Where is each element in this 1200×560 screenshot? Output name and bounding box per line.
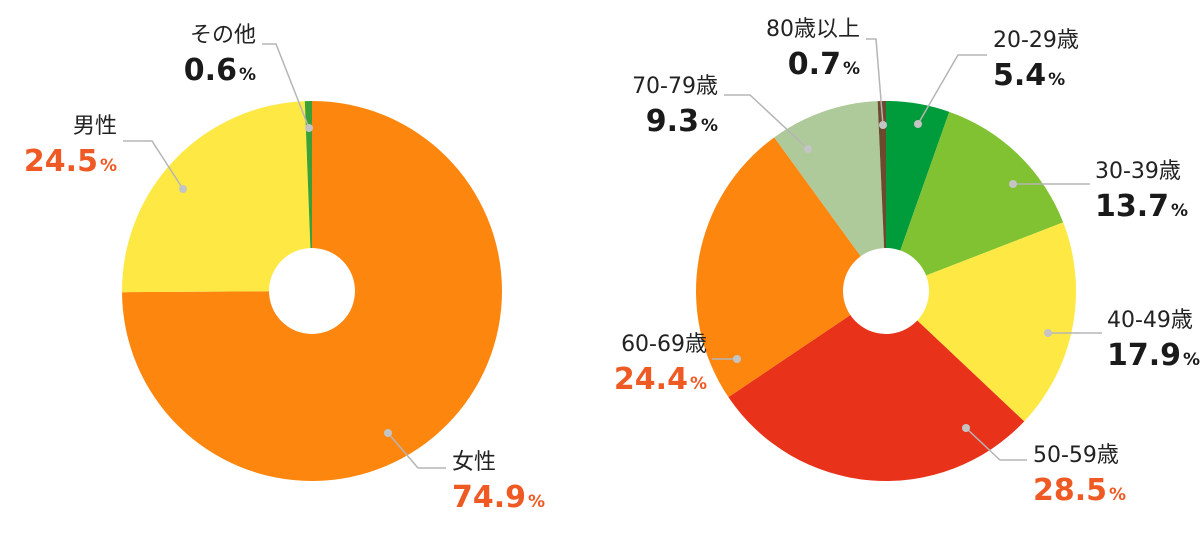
leader-dot-slice-1 bbox=[179, 185, 187, 193]
gender-donut-chart: 女性 74.9 % 男性 24.5 % その他 0.6% bbox=[24, 23, 545, 515]
pie-slice-20-29 bbox=[886, 101, 950, 291]
slice-value-70-79: 9.3% bbox=[646, 104, 718, 139]
leader-line-70-79 bbox=[724, 94, 809, 150]
leader-line-slice-0 bbox=[387, 432, 446, 469]
slice-value-slice-1: 24.5% bbox=[24, 144, 117, 179]
age-donut-chart: 20-29歳 5.4 % 30-39歳 13.7 % 40-49歳 17.9 % 50-59歳 28… bbox=[614, 17, 1200, 508]
leader-line-slice-2 bbox=[262, 43, 310, 129]
slice-label-50-59: 50-59歳 bbox=[1033, 443, 1119, 468]
donut-hole bbox=[269, 248, 355, 334]
leader-dot-30-39 bbox=[1009, 180, 1017, 188]
pie-slice-slice-1 bbox=[122, 101, 312, 293]
slice-label-slice-2: その他 bbox=[190, 23, 256, 48]
slice-value-number: 17.9 bbox=[1107, 338, 1181, 373]
slice-value-number: 5.4 bbox=[993, 58, 1046, 93]
slice-value-unit: % bbox=[1183, 350, 1200, 370]
slice-label-20-29: 20-29歳 bbox=[993, 28, 1079, 53]
leader-dot-60-69 bbox=[733, 355, 741, 363]
slice-value-20-29: 5.4% bbox=[993, 58, 1065, 93]
pie-slice-80 bbox=[877, 101, 886, 291]
slice-value-unit: % bbox=[701, 116, 718, 136]
leader-dot-70-79 bbox=[804, 145, 812, 153]
slice-value-unit: % bbox=[528, 492, 545, 512]
slice-value-number: 0.7 bbox=[788, 47, 841, 82]
leader-dot-20-29 bbox=[914, 120, 922, 128]
pie-slice-70-79 bbox=[774, 101, 886, 291]
slice-value-unit: % bbox=[1109, 485, 1126, 505]
slice-value-number: 9.3 bbox=[646, 104, 699, 139]
leader-dot-slice-0 bbox=[384, 429, 392, 437]
slice-value-30-39: 13.7% bbox=[1095, 189, 1188, 224]
slice-label-70-79: 70-79歳 bbox=[632, 74, 718, 99]
leader-dot-40-49 bbox=[1044, 329, 1052, 337]
slice-value-80: 0.7% bbox=[788, 47, 860, 82]
slice-value-unit: % bbox=[239, 65, 256, 85]
slice-value-number: 24.5 bbox=[24, 144, 98, 179]
slice-value-unit: % bbox=[1171, 201, 1188, 221]
pie-slice-40-49 bbox=[886, 222, 1076, 422]
leader-line-50-59 bbox=[965, 427, 1027, 461]
pie-slice-60-69 bbox=[696, 137, 886, 398]
slice-label-40-49: 40-49歳 bbox=[1107, 308, 1193, 333]
slice-label-slice-1: 男性 bbox=[73, 114, 117, 139]
slice-value-50-59: 28.5% bbox=[1033, 473, 1126, 508]
pie-slice-30-39 bbox=[886, 111, 1064, 291]
leader-dot-50-59 bbox=[962, 424, 970, 432]
slice-value-unit: % bbox=[690, 374, 707, 394]
leader-line-20-29 bbox=[917, 54, 987, 125]
slice-value-unit: % bbox=[100, 156, 117, 176]
slice-value-60-69: 24.4% bbox=[614, 362, 707, 397]
leader-line-slice-1 bbox=[123, 140, 184, 190]
slice-label-30-39: 30-39歳 bbox=[1095, 159, 1181, 184]
pie-slice-50-59 bbox=[728, 291, 1025, 481]
donut-hole bbox=[843, 248, 929, 334]
slice-label-slice-0: 女性 bbox=[452, 450, 496, 475]
slice-value-unit: % bbox=[1048, 70, 1065, 90]
slice-value-slice-0: 74.9% bbox=[452, 480, 545, 515]
slice-label-80: 80歳以上 bbox=[766, 17, 860, 42]
slice-value-number: 74.9 bbox=[452, 480, 526, 515]
leader-line-80 bbox=[866, 38, 884, 126]
pie-slice-slice-2 bbox=[304, 101, 312, 291]
slice-value-unit: % bbox=[843, 59, 860, 79]
slice-value-number: 28.5 bbox=[1033, 473, 1107, 508]
slice-value-number: 13.7 bbox=[1095, 189, 1169, 224]
slice-value-number: 0.6 bbox=[184, 53, 237, 88]
leader-dot-slice-2 bbox=[305, 124, 313, 132]
leader-dot-80 bbox=[879, 121, 887, 129]
slice-value-number: 24.4 bbox=[614, 362, 688, 397]
slice-value-40-49: 17.9% bbox=[1107, 338, 1200, 373]
slice-label-60-69: 60-69歳 bbox=[621, 332, 707, 357]
slice-value-slice-2: 0.6% bbox=[184, 53, 256, 88]
